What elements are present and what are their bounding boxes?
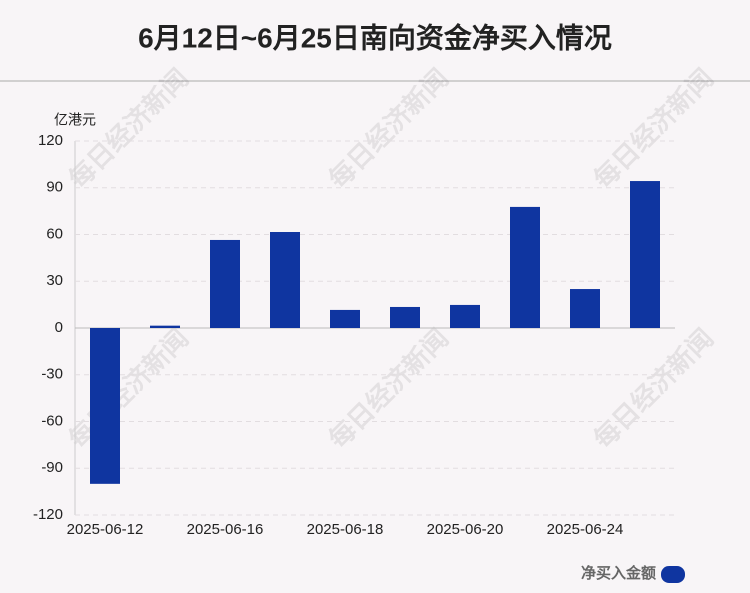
x-tick-label: 2025-06-24 — [547, 521, 624, 538]
bar — [210, 239, 240, 328]
y-tick-label: 90 — [46, 179, 63, 196]
y-tick-label: 30 — [46, 272, 63, 289]
bar — [450, 304, 480, 328]
y-tick-label: -60 — [41, 412, 63, 429]
bar — [630, 181, 660, 328]
x-tick-label: 2025-06-20 — [427, 521, 504, 538]
x-tick-label: 2025-06-18 — [307, 521, 384, 538]
bar — [390, 306, 420, 328]
bar — [270, 232, 300, 328]
y-tick-label: 0 — [55, 319, 63, 336]
y-tick-label: -30 — [41, 366, 63, 383]
y-tick-label: 120 — [38, 132, 63, 149]
x-tick-label: 2025-06-16 — [187, 521, 264, 538]
y-tick-label: -120 — [33, 506, 63, 523]
y-tick-label: -90 — [41, 459, 63, 476]
bar — [330, 309, 360, 328]
chart-title: 6月12日~6月25日南向资金净买入情况 — [138, 21, 612, 53]
bar — [90, 328, 120, 484]
y-unit: 亿港元 — [54, 112, 96, 128]
bar — [150, 325, 180, 328]
bar — [510, 206, 540, 328]
y-tick-label: 60 — [46, 225, 63, 242]
bar — [570, 289, 600, 328]
x-tick-label: 2025-06-12 — [67, 521, 144, 538]
legend-swatch — [661, 566, 685, 583]
legend-label: 净买入金额 — [581, 564, 656, 582]
